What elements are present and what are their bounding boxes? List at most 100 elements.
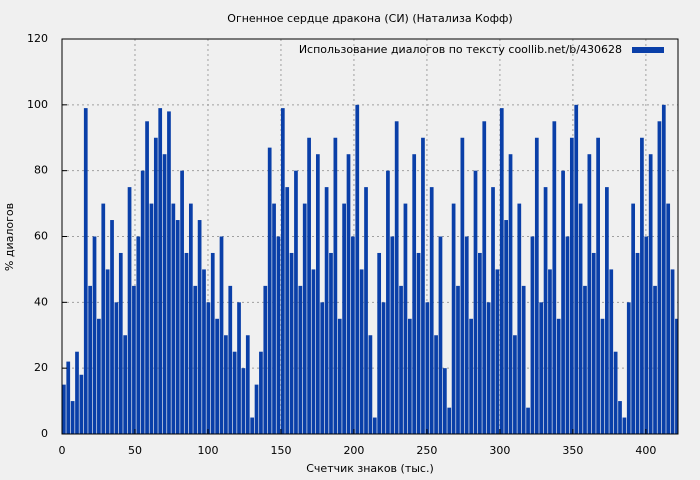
bar: [469, 318, 473, 434]
bar: [333, 137, 338, 434]
x-tick-label: 150: [270, 444, 291, 457]
bar: [447, 407, 452, 434]
bar: [298, 285, 303, 434]
bar: [390, 236, 395, 434]
x-tick-label: 300: [489, 444, 510, 457]
bar: [591, 252, 596, 434]
bar: [460, 137, 465, 434]
x-tick-label: 100: [197, 444, 218, 457]
bar: [473, 170, 478, 434]
bar: [66, 361, 71, 434]
bar: [403, 203, 408, 434]
bar: [202, 269, 206, 434]
bar: [285, 187, 290, 434]
bar: [587, 154, 592, 435]
bar: [188, 203, 193, 434]
bar: [267, 147, 272, 434]
bar: [180, 170, 184, 434]
bar: [75, 351, 79, 434]
bar: [215, 318, 219, 434]
y-tick-label: 40: [34, 295, 48, 308]
bar: [521, 285, 526, 434]
bar: [294, 170, 298, 434]
bar: [574, 104, 579, 434]
bar: [171, 203, 176, 434]
bar: [280, 108, 285, 434]
bar: [149, 203, 154, 434]
bar: [114, 302, 119, 434]
bar: [578, 203, 583, 434]
bars: [62, 104, 678, 435]
bar: [464, 236, 469, 434]
x-tick-label: 250: [416, 444, 437, 457]
y-axis-label: % диалогов: [3, 203, 16, 271]
bar: [272, 203, 276, 434]
bar: [622, 417, 627, 434]
x-tick-label: 400: [635, 444, 656, 457]
bar: [534, 137, 539, 434]
bar: [351, 236, 355, 434]
bar: [631, 203, 636, 434]
bar: [377, 252, 382, 434]
bar: [62, 384, 66, 434]
bar: [342, 203, 346, 434]
bar: [543, 187, 548, 434]
bar: [79, 374, 84, 434]
bar: [359, 269, 364, 434]
x-tick-label: 50: [128, 444, 142, 457]
bar: [241, 368, 246, 434]
legend-label: Использование диалогов по тексту coollib…: [299, 43, 622, 56]
y-tick-label: 20: [34, 361, 48, 374]
bar: [653, 285, 657, 434]
bar: [289, 252, 294, 434]
bar: [504, 220, 509, 434]
bar: [372, 417, 377, 434]
bar: [232, 351, 237, 434]
bar: [421, 137, 425, 434]
bar: [675, 318, 678, 434]
bar: [364, 187, 368, 434]
bar: [661, 104, 666, 434]
bar: [324, 187, 329, 434]
bar: [539, 302, 544, 434]
bar: [442, 368, 447, 434]
bar: [307, 137, 311, 434]
bar: [491, 187, 495, 434]
bar: [644, 236, 649, 434]
bar: [228, 285, 233, 434]
bar: [140, 170, 145, 434]
bar: [123, 335, 128, 434]
bar: [648, 154, 653, 435]
bar: [486, 302, 491, 434]
bar: [394, 121, 399, 435]
bar: [184, 252, 189, 434]
bar: [193, 285, 198, 434]
bar: [219, 236, 224, 434]
bar: [329, 252, 333, 434]
bar: [482, 121, 487, 435]
bar: [451, 203, 456, 434]
y-tick-label: 60: [34, 230, 48, 243]
bar: [206, 302, 211, 434]
bar: [162, 154, 167, 435]
bar: [355, 104, 360, 434]
bar: [386, 170, 390, 434]
bar: [640, 137, 644, 434]
bar: [565, 236, 570, 434]
bar: [517, 203, 522, 434]
bar: [368, 335, 373, 434]
bar: [596, 137, 600, 434]
plot-frame: [61, 38, 679, 435]
bar: [552, 121, 557, 435]
y-tick-label: 120: [27, 32, 48, 45]
bar: [132, 285, 136, 434]
bar: [618, 401, 622, 434]
bar: [118, 252, 123, 434]
bar: [434, 335, 438, 434]
bar: [167, 111, 171, 435]
bar: [530, 236, 535, 434]
bar: [88, 285, 92, 434]
bar: [337, 318, 342, 434]
bar: [127, 187, 132, 434]
bar: [105, 269, 110, 434]
